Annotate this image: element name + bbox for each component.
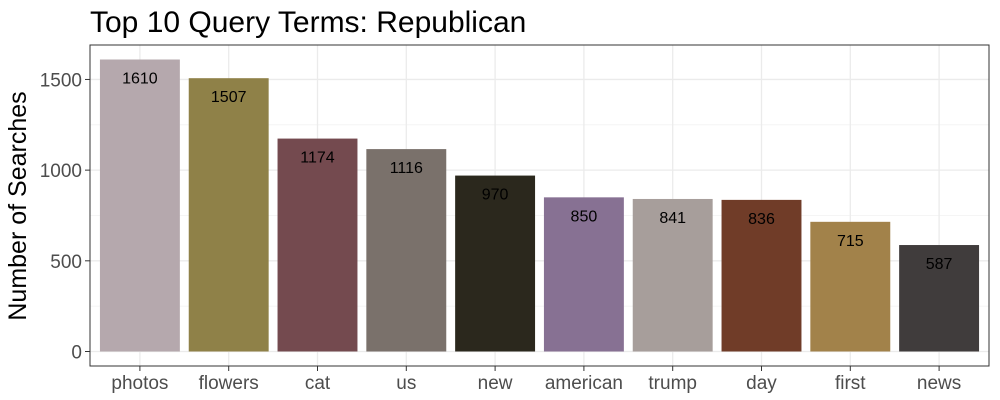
y-axis-ticks: 0 500 1000 1500 <box>40 70 90 363</box>
x-tick-label-american: american <box>545 373 623 394</box>
data-label-first: 715 <box>837 233 864 250</box>
bars <box>99 59 980 352</box>
data-label-photos: 1610 <box>122 71 158 88</box>
y-tick-label: 500 <box>50 252 82 273</box>
x-tick-label-first: first <box>835 373 866 394</box>
data-label-day: 836 <box>748 211 775 228</box>
bar-first <box>810 221 891 352</box>
data-labels: 1610 1507 1174 1116 970 850 841 836 715 587 <box>122 71 952 274</box>
bar-new <box>455 175 536 352</box>
x-tick-label-flowers: flowers <box>199 373 259 394</box>
y-tick-label: 1000 <box>40 161 82 182</box>
data-label-flowers: 1507 <box>211 89 247 106</box>
bar-us <box>366 149 447 352</box>
x-tick-label-day: day <box>746 373 777 394</box>
plot-panel-border <box>89 44 990 367</box>
bar-day <box>721 199 802 352</box>
data-label-new: 970 <box>482 187 509 204</box>
data-label-us: 1116 <box>390 160 423 177</box>
bar-news <box>899 245 980 352</box>
data-label-cat: 1174 <box>300 150 335 167</box>
data-label-news: 587 <box>926 256 953 273</box>
bar-american <box>543 197 624 352</box>
y-axis-label: Number of Searches <box>4 91 32 320</box>
data-label-american: 850 <box>571 208 598 225</box>
data-label-trump: 841 <box>659 210 686 227</box>
y-tick-label: 1500 <box>40 70 82 91</box>
x-tick-label-trump: trump <box>648 373 697 394</box>
x-tick-label-new: new <box>478 373 513 394</box>
chart-title: Top 10 Query Terms: Republican <box>90 6 526 39</box>
bar-cat <box>277 138 358 352</box>
bar-flowers <box>188 78 269 352</box>
x-tick-label-photos: photos <box>111 373 168 394</box>
bar-photos <box>99 59 180 352</box>
x-tick-label-us: us <box>396 373 416 394</box>
x-tick-label-news: news <box>917 373 961 394</box>
x-tick-label-cat: cat <box>305 373 331 394</box>
bar-trump <box>632 198 713 352</box>
x-axis-ticks: photos flowers cat us new american trump day fir… <box>111 366 961 394</box>
y-tick-label: 0 <box>71 342 82 363</box>
